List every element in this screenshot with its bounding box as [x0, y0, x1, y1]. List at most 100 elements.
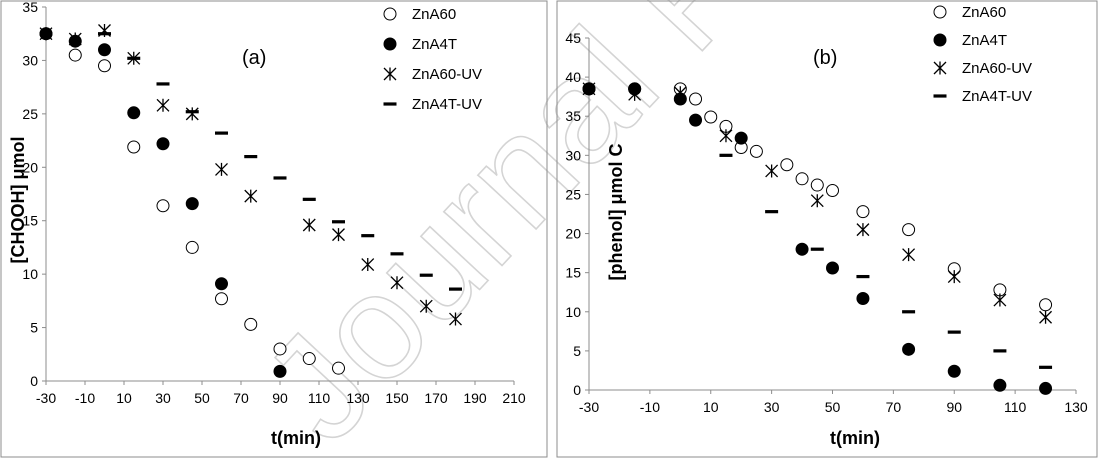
- legend-marker: [933, 94, 947, 98]
- panel-a-x-tick-label: 150: [385, 390, 409, 406]
- panel-b-y-tick-label: 20: [565, 226, 581, 242]
- panel-b-data-points: [582, 82, 1053, 395]
- panel-b-x-tick-label: 30: [764, 399, 780, 415]
- panel-a-x-tick-label: 30: [155, 390, 171, 406]
- panel-b-legend: ZnA60 ZnA4T ZnA60-UV ZnA4T-UV: [933, 4, 1032, 105]
- panel-a-data-points: [39, 24, 462, 378]
- panel-a-x-tick-label: 110: [308, 390, 331, 406]
- chart-panel-b: -30 -10 10 30 50 70 90 110 130 0 5 10 15 20 25 30 35 40 4…: [556, 0, 1098, 458]
- data-point: [947, 364, 961, 378]
- legend-marker: [933, 5, 947, 19]
- panel-a-y-tick-label: 35: [22, 0, 38, 15]
- panel-b-x-tick-label: 90: [946, 399, 962, 415]
- legend-label: ZnA4T: [412, 36, 457, 53]
- panel-b-x-tick-label: -10: [640, 399, 660, 415]
- data-point: [902, 342, 916, 356]
- data-point: [993, 349, 1007, 353]
- data-point: [704, 110, 718, 124]
- legend-marker: [933, 61, 947, 75]
- legend-label: ZnA60: [962, 4, 1006, 21]
- data-point: [826, 184, 839, 198]
- panel-a-y-tick-label: 15: [22, 213, 38, 229]
- data-point: [98, 32, 111, 36]
- panel-a-x-tick-labels: -30 -10 10 30 50 70 90 110 130 150 170 190 210: [36, 381, 526, 406]
- data-point: [689, 113, 703, 127]
- data-point: [856, 223, 870, 237]
- panel-b-frame: [556, 0, 1098, 458]
- data-point: [332, 228, 345, 242]
- data-point: [215, 162, 228, 176]
- data-point: [215, 277, 228, 291]
- legend-label: ZnA4T-UV: [412, 96, 482, 113]
- data-point: [302, 197, 316, 201]
- data-point: [1039, 381, 1053, 395]
- data-point: [419, 273, 433, 277]
- data-point: [215, 292, 228, 306]
- data-point: [765, 164, 779, 178]
- data-point: [689, 92, 703, 106]
- legend-label: ZnA60: [412, 6, 456, 23]
- data-point: [902, 223, 916, 237]
- data-point: [156, 82, 170, 86]
- panel-a-y-tick-label: 30: [22, 52, 38, 68]
- legend-marker: [383, 37, 397, 51]
- panel-a-x-axis-title: t(min): [271, 428, 321, 448]
- panel-b-x-tick-label: 130: [1064, 399, 1088, 415]
- data-point: [390, 276, 404, 290]
- panel-a-series-zna4t-uv: [98, 32, 462, 291]
- legend-marker: [383, 102, 397, 106]
- data-point: [361, 234, 375, 238]
- panel-a-y-tick-label: 20: [22, 159, 38, 175]
- legend-label: ZnA60-UV: [412, 66, 482, 83]
- panel-b-series-zna4t-uv: [719, 153, 1053, 369]
- data-point: [810, 247, 824, 251]
- data-point: [902, 248, 916, 262]
- data-point: [39, 27, 53, 41]
- panel-a-x-tick-label: 50: [194, 390, 210, 406]
- data-point: [795, 172, 809, 186]
- data-point: [244, 317, 258, 331]
- panel-a-x-tick-label: 210: [502, 390, 526, 406]
- panel-b-label: (b): [813, 47, 837, 69]
- panel-b-y-axis-title: [phenol] μmol C: [606, 144, 626, 281]
- data-point: [419, 299, 433, 313]
- panel-b-y-tick-label: 30: [565, 147, 581, 163]
- panel-b-x-tick-labels: -30 -10 10 30 50 70 90 110 130: [579, 390, 1088, 415]
- data-point: [185, 240, 199, 254]
- data-point: [902, 310, 916, 314]
- data-point: [947, 330, 961, 334]
- panel-b-series-zna4t: [582, 82, 1053, 395]
- data-point: [185, 110, 199, 114]
- data-point: [947, 270, 961, 284]
- panel-a-x-tick-label: 190: [463, 390, 487, 406]
- panel-b-x-tick-label: 50: [825, 399, 841, 415]
- data-point: [795, 242, 809, 256]
- panel-b-y-tick-label: 40: [565, 69, 581, 85]
- data-point: [244, 189, 258, 203]
- panel-a-frame: [0, 0, 548, 458]
- data-point: [719, 153, 733, 157]
- panel-a-y-tick-label: 0: [30, 373, 38, 389]
- legend-marker: [933, 33, 947, 47]
- data-point: [302, 352, 316, 366]
- data-point: [98, 43, 111, 57]
- panel-b-y-tick-label: 25: [565, 186, 581, 202]
- data-point: [582, 82, 596, 96]
- data-point: [719, 129, 733, 143]
- data-point: [856, 274, 870, 279]
- data-point: [332, 361, 345, 375]
- panel-a-x-tick-label: -10: [75, 390, 95, 406]
- data-point: [185, 107, 199, 121]
- panel-a-x-tick-label: 170: [424, 390, 448, 406]
- data-point: [993, 293, 1007, 307]
- data-point: [856, 205, 870, 219]
- panel-b-x-tick-label: 10: [703, 399, 719, 415]
- data-point: [244, 155, 258, 159]
- panel-a-y-tick-label: 5: [30, 320, 38, 336]
- panel-a-y-tick-label: 25: [22, 106, 38, 122]
- legend-label: ZnA60-UV: [962, 60, 1032, 77]
- legend-marker: [383, 7, 397, 21]
- data-point: [749, 144, 763, 158]
- panel-b-y-tick-label: 0: [573, 382, 581, 398]
